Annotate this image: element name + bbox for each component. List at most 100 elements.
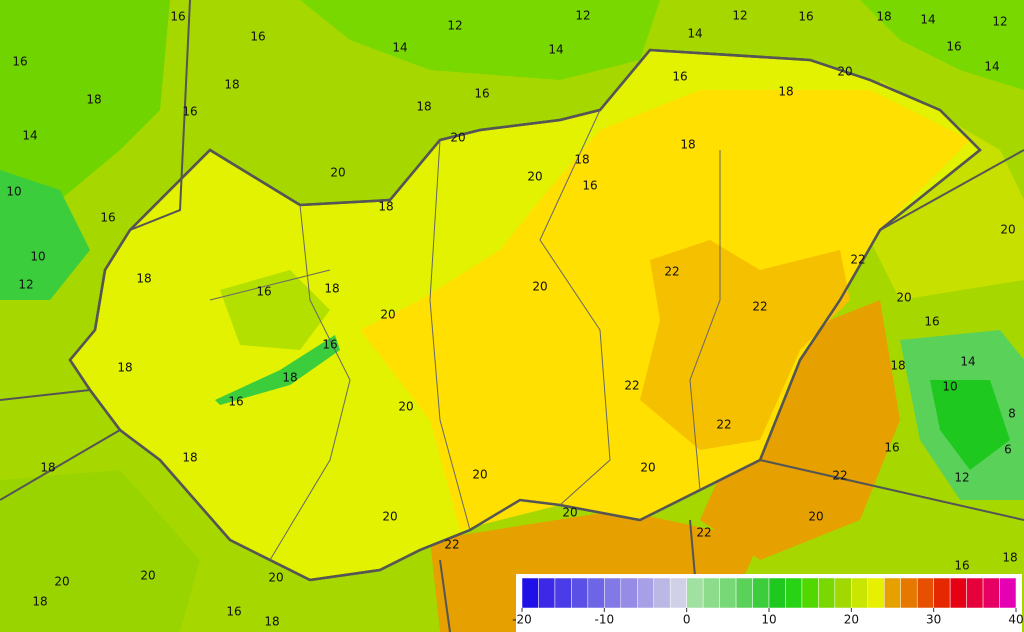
contour-label: 18 [778,85,793,99]
contour-label: 10 [30,250,45,264]
contour-label: 16 [954,559,969,573]
colorbar-bin [637,577,654,609]
contour-label: 20 [268,571,283,585]
colorbar-bin [587,577,605,609]
contour-label: 16 [100,211,115,225]
contour-label: 18 [876,10,891,24]
colorbar-bin [851,577,869,609]
colorbar-tick-label: 0 [683,613,691,627]
contour-label: 14 [392,41,407,55]
colorbar-bin [834,577,852,609]
contour-label: 22 [664,265,679,279]
contour-label: 22 [752,300,767,314]
contour-label: 16 [226,605,241,619]
contour-label: 14 [920,13,935,27]
colorbar-bin [933,577,951,609]
colorbar-bin [900,577,918,609]
contour-label: 14 [984,60,999,74]
contour-label: 20 [527,170,542,184]
contour-label: 22 [696,526,711,540]
contour-label: 18 [117,361,132,375]
contour-label: 16 [884,441,899,455]
colorbar-tick-label: -10 [595,613,615,627]
contour-label: 18 [264,615,279,629]
contour-label: 20 [562,506,577,520]
colorbar-bin [768,577,786,609]
colorbar-bin [867,577,885,609]
colorbar-tick-label: 30 [926,613,941,627]
contour-label: 18 [182,451,197,465]
contour-label: 14 [960,355,975,369]
contour-label: 20 [450,131,465,145]
colorbar-bin [966,577,984,609]
colorbar-tick-label: 20 [844,613,859,627]
contour-label: 10 [942,380,957,394]
contour-label: 20 [837,65,852,79]
contour-label: 20 [896,291,911,305]
contour-label: 12 [447,19,462,33]
contour-label: 18 [378,200,393,214]
contour-label: 20 [330,166,345,180]
contour-label: 12 [992,15,1007,29]
contour-label: 20 [640,461,655,475]
contour-label: 16 [672,70,687,84]
contour-label: 14 [548,43,563,57]
contour-label: 20 [140,569,155,583]
colorbar-bin [702,577,720,609]
contour-label: 22 [444,538,459,552]
contour-label: 18 [32,595,47,609]
colorbar-bin [949,577,967,609]
colorbar-bin [982,577,1000,609]
contour-label: 16 [182,105,197,119]
contour-label: 20 [382,510,397,524]
contour-label: 22 [850,253,865,267]
contour-labels: 16 16 16 12 12 12 16 18 14 12 14 14 14 16 14 20 16 18 18 18… [6,9,1017,629]
colorbar-bin [571,577,589,609]
contour-label: 14 [22,129,37,143]
contour-label: 10 [6,185,21,199]
contour-label: 16 [228,395,243,409]
colorbar-bin [999,577,1017,609]
contour-label: 20 [54,575,69,589]
colorbar-bin [818,577,836,609]
contour-label: 20 [380,308,395,322]
colorbar-bin [785,577,803,609]
contour-label: 20 [1000,223,1015,237]
contour-label: 22 [716,418,731,432]
colorbar-tick-label: 40 [1008,613,1023,627]
colorbar-bin [801,577,819,609]
contour-label: 20 [398,400,413,414]
contour-label: 18 [224,78,239,92]
contour-label: 16 [256,285,271,299]
colorbar-bin [620,577,638,609]
contour-label: 18 [416,100,431,114]
colorbar-tick-label: -20 [512,613,532,627]
contour-label: 20 [472,468,487,482]
colorbar: -20 -10 0 10 20 30 40 [512,574,1024,632]
contour-label: 16 [582,179,597,193]
contour-label: 16 [924,315,939,329]
colorbar-bin [538,577,556,609]
colorbar-bin [719,577,737,609]
contour-label: 12 [18,278,33,292]
contour-label: 18 [574,153,589,167]
colorbar-bin [916,577,934,609]
colorbar-bin [735,577,753,609]
contour-label: 18 [1002,551,1017,565]
colorbar-bin [653,577,671,609]
contour-label: 18 [890,359,905,373]
contour-label: 12 [732,9,747,23]
contour-label: 14 [687,27,702,41]
colorbar-bin [521,577,539,609]
colorbar-bin [686,577,704,609]
contour-label: 12 [575,9,590,23]
contour-label: 20 [532,280,547,294]
contour-label: 18 [136,272,151,286]
contour-label: 18 [40,461,55,475]
contour-label: 18 [282,371,297,385]
colorbar-tick-label: 10 [761,613,776,627]
colorbar-bin [554,577,572,609]
